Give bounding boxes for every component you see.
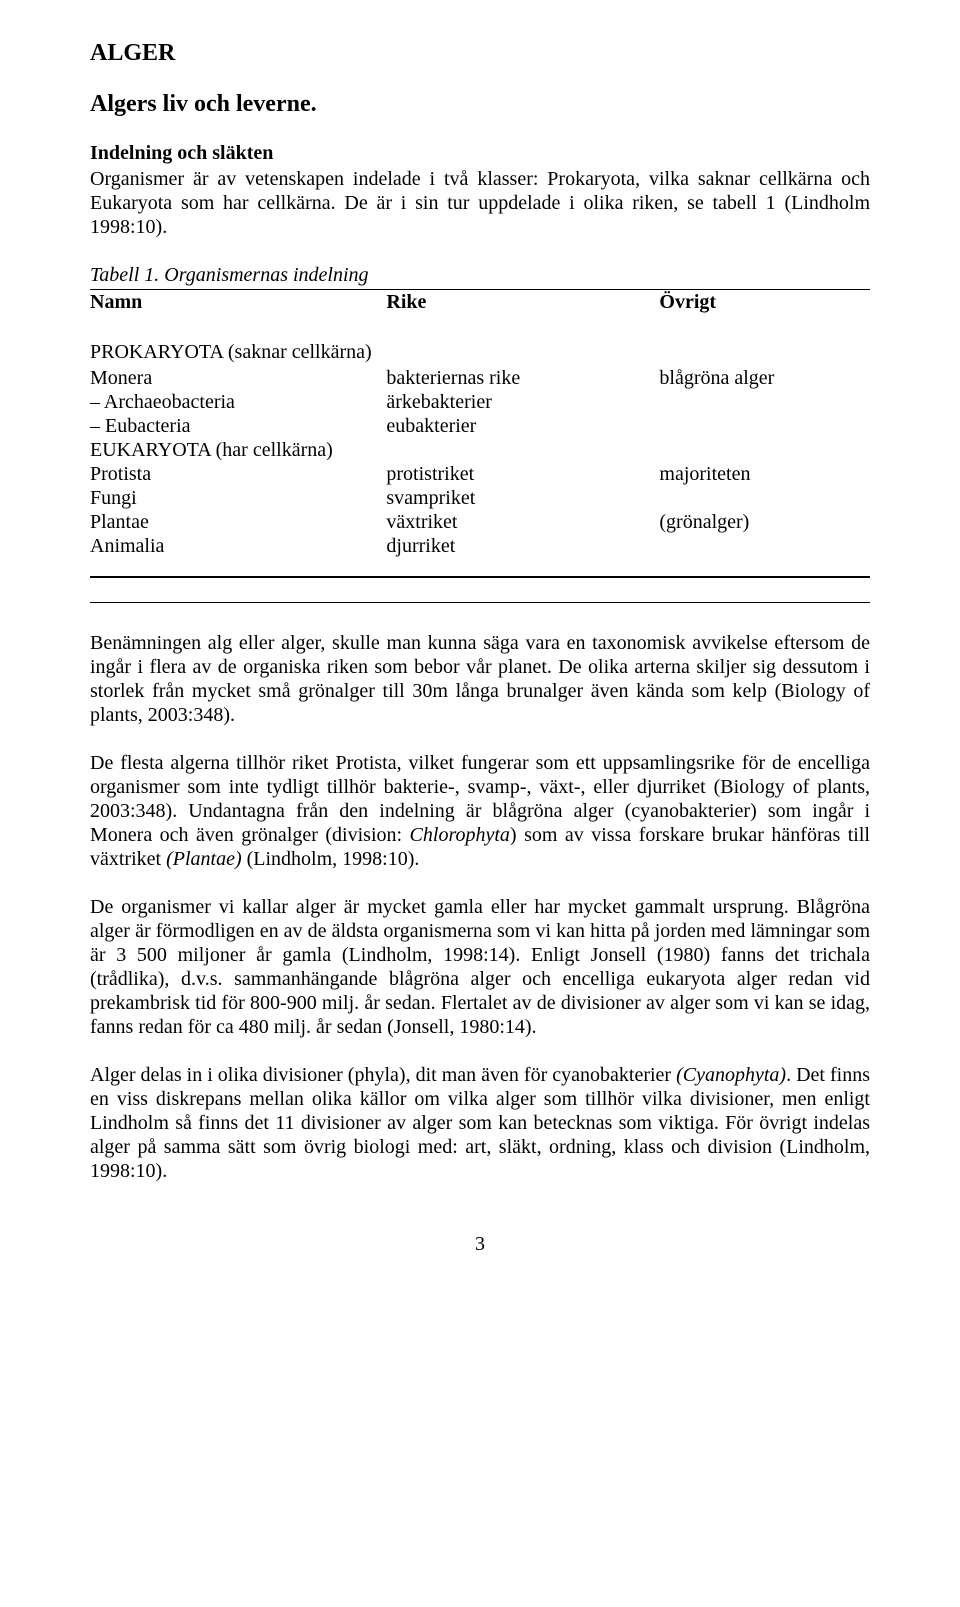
table-cell: – Eubacteria	[90, 414, 386, 438]
table-cell: – Archaeobacteria	[90, 390, 386, 414]
table-cell: växtriket	[386, 510, 659, 534]
table-cell: protistriket	[386, 462, 659, 486]
table-cell: svampriket	[386, 486, 659, 510]
body-p2-italic-2: (Plantae)	[166, 848, 242, 870]
table-cell: ärkebakterier	[386, 390, 659, 414]
document-heading: Algers liv och leverne.	[90, 91, 870, 118]
body-p4-run-a: Alger delas in i olika divisioner (phyla…	[90, 1064, 676, 1086]
intro-paragraph: Organismer är av vetenskapen indelade i …	[90, 167, 870, 239]
body-p2-run-c: (Lindholm, 1998:10).	[242, 848, 420, 870]
table-cell: (grönalger)	[659, 510, 870, 534]
table-cell: eubakterier	[386, 414, 659, 438]
page-number: 3	[90, 1233, 870, 1256]
table-cell: djurriket	[386, 534, 659, 577]
table-cell: Fungi	[90, 486, 386, 510]
table-cell: Animalia	[90, 534, 386, 577]
table-rule-bottom	[90, 602, 870, 603]
table-cell: majoriteten	[659, 462, 870, 486]
table-cell	[659, 390, 870, 414]
table-header-name: Namn	[90, 290, 386, 322]
table-section-prokaryota: PROKARYOTA (saknar cellkärna)	[90, 322, 870, 366]
body-paragraph-3: De organismer vi kallar alger är mycket …	[90, 895, 870, 1039]
table-header-rike: Rike	[386, 290, 659, 322]
body-paragraph-2: De flesta algerna tillhör riket Protista…	[90, 751, 870, 871]
document-page: ALGER Algers liv och leverne. Indelning …	[0, 0, 960, 1296]
table-cell: blågröna alger	[659, 366, 870, 390]
body-paragraph-1: Benämningen alg eller alger, skulle man …	[90, 631, 870, 727]
table-cell: Monera	[90, 366, 386, 390]
body-p4-italic-1: (Cyanophyta)	[676, 1064, 786, 1086]
subsection-title: Indelning och släkten	[90, 142, 870, 165]
table-cell	[659, 534, 870, 577]
organism-table: Namn Rike Övrigt PROKARYOTA (saknar cell…	[90, 290, 870, 578]
table-header-ovrigt: Övrigt	[659, 290, 870, 322]
table-section-eukaryota: EUKARYOTA (har cellkärna)	[90, 438, 870, 462]
table-cell	[659, 486, 870, 510]
document-section-title: ALGER	[90, 40, 870, 67]
table-cell: Protista	[90, 462, 386, 486]
table-caption: Tabell 1. Organismernas indelning	[90, 263, 870, 287]
body-paragraph-4: Alger delas in i olika divisioner (phyla…	[90, 1063, 870, 1183]
table-cell: Plantae	[90, 510, 386, 534]
table-cell	[659, 414, 870, 438]
body-p2-italic-1: Chlorophyta	[410, 824, 510, 846]
table-cell: bakteriernas rike	[386, 366, 659, 390]
